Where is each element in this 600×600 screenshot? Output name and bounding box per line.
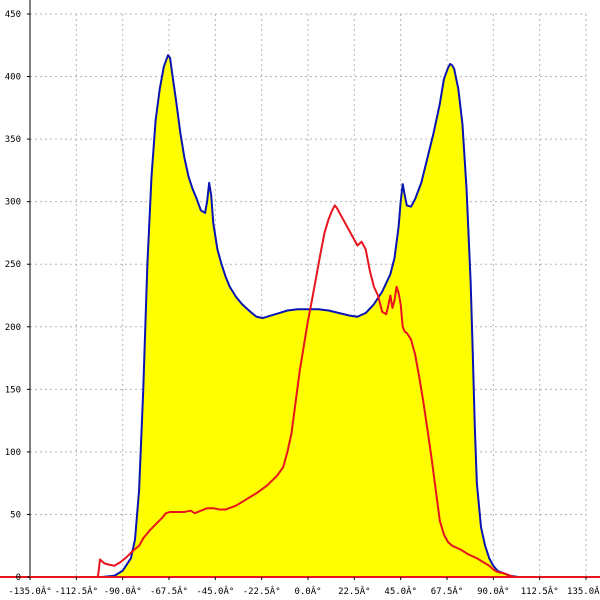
y-tick-label: 350 (5, 135, 21, 145)
x-tick-label: -45.0Â° (196, 585, 234, 597)
x-tick-label: 67.5Â° (431, 585, 464, 597)
y-tick-label: 400 (5, 73, 21, 83)
x-tick-label: -22.5Â° (243, 585, 281, 597)
x-tick-label: 45.0Â° (384, 585, 417, 597)
series-1-line (101, 54, 519, 578)
series-1-area (102, 55, 519, 578)
area-fill (102, 55, 519, 578)
x-tick-label: -67.5Â° (150, 585, 188, 597)
x-tick-label: -90.0Â° (104, 585, 142, 597)
tick-labels: -135.0Â° -112.5Â° -90.0Â° -67.5Â° -45.0Â° -22… (5, 10, 600, 597)
y-tick-label: 250 (5, 260, 21, 270)
x-tick-label: -112.5Â° (55, 585, 98, 597)
x-tick-label: 112.5Â° (521, 585, 559, 597)
y-tick-label: 150 (5, 385, 21, 395)
series-2-line (30, 204, 586, 578)
series-lines (30, 54, 586, 578)
y-tick-label: 0 (16, 573, 21, 583)
x-tick-label: 0.0Â° (294, 585, 321, 597)
x-tick-label: 90.0Â° (477, 585, 510, 597)
y-tick-label: 300 (5, 198, 21, 208)
x-tick-label: 22.5Â° (338, 585, 371, 597)
y-tick-label: 100 (5, 448, 21, 458)
y-tick-label: 450 (5, 10, 21, 20)
y-tick-label: 200 (5, 323, 21, 333)
x-tick-label: -135.0Â° (8, 585, 51, 597)
axes (0, 0, 600, 580)
x-tick-label: 135.0Â° (567, 585, 600, 597)
y-tick-label: 50 (10, 510, 21, 520)
